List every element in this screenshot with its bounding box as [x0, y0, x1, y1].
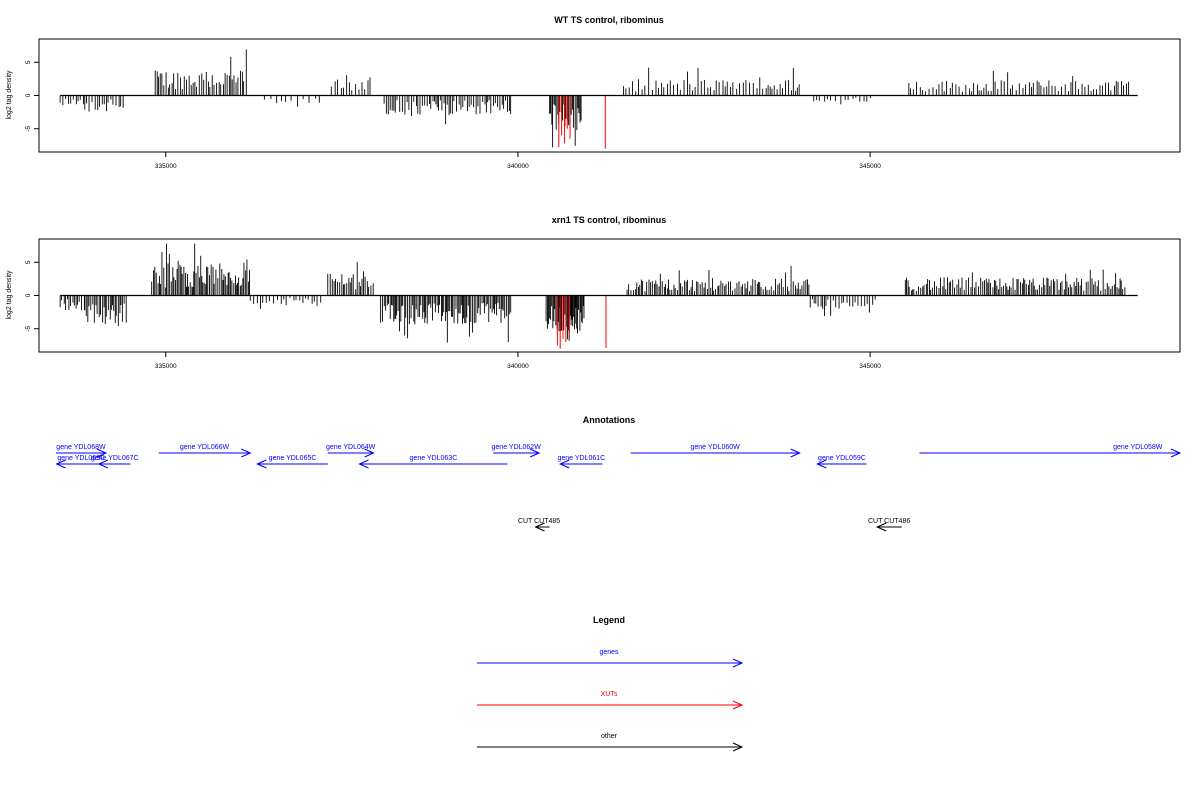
gene-label: gene YDL069C [57, 455, 105, 462]
legend-label: other [601, 733, 618, 740]
gene-label: gene YDL060W [690, 444, 740, 451]
arrow-head [816, 459, 827, 469]
gene-annotation: gene YDL068W [56, 444, 108, 458]
panel-wt-ts-control: WT TS control, ribominus log2 tag densit… [6, 15, 1181, 170]
arrow-head [529, 448, 541, 458]
gene-label: gene YDL061C [557, 455, 605, 462]
y-tick-label: -5 [25, 325, 32, 331]
arrow-head [875, 522, 887, 532]
signal-bars [59, 243, 1126, 343]
panel-xrn1-ts-control: xrn1 TS control, ribominus log2 tag dens… [6, 215, 1181, 370]
gene-label: gene YDL063C [410, 455, 458, 462]
gene-annotation: gene YDL064W [326, 444, 376, 458]
legend-item: genes [477, 649, 744, 668]
legend-label: XUTs [601, 691, 618, 698]
arrow-head [358, 459, 369, 469]
legend: Legend genes XUTs other [477, 615, 744, 752]
gene-label: gene YDL062W [492, 444, 542, 451]
arrow-head [558, 459, 570, 469]
gene-label: gene YDL065C [269, 455, 317, 462]
gene-annotation: gene YDL063C [358, 455, 508, 469]
gene-label: gene YDL059C [818, 455, 866, 462]
legend-label: genes [599, 649, 619, 656]
legend-item: XUTs [477, 691, 744, 710]
y-tick-label: -5 [25, 125, 32, 131]
arrow-head [55, 459, 66, 469]
gene-label: gene YDL064W [326, 444, 376, 451]
arrow-head [97, 459, 109, 469]
gene-label: gene YDL067C [91, 455, 139, 462]
gene-annotation: gene YDL058W [919, 444, 1182, 458]
gene-annotation: gene YDL060W [630, 444, 801, 458]
legend-item: other [477, 733, 744, 752]
axis-ticks: 335000 340000 345000 -5 0 5 [25, 60, 881, 170]
gene-label: gene YDL066W [180, 444, 230, 451]
x-tick-label: 335000 [155, 163, 177, 170]
arrow-head [241, 448, 252, 458]
arrow-head [364, 448, 375, 458]
arrow-head [534, 522, 545, 532]
other-label: CUT CUT485 [518, 518, 560, 525]
x-tick-label: 345000 [859, 363, 881, 370]
other-label: CUT CUT486 [868, 518, 910, 525]
gene-annotation: gene YDL059C [816, 455, 867, 469]
gene-label: gene YDL058W [1113, 444, 1163, 451]
other-annotation: CUT CUT486 [868, 518, 910, 532]
gene-annotation: gene YDL066W [158, 444, 252, 458]
x-tick-label: 340000 [507, 363, 529, 370]
y-axis-label: log2 tag density [6, 70, 13, 120]
other-annotation: CUT CUT485 [518, 518, 560, 532]
x-tick-label: 335000 [155, 363, 177, 370]
y-tick-label: 5 [25, 60, 32, 64]
arrow-head [1170, 448, 1182, 458]
arrow-head [256, 459, 267, 469]
arrow-head [732, 700, 744, 710]
panel-title: xrn1 TS control, ribominus [552, 215, 667, 225]
y-tick-label: 0 [25, 293, 32, 297]
legend-title: Legend [593, 615, 625, 625]
x-tick-label: 345000 [859, 163, 881, 170]
y-axis-label: log2 tag density [6, 270, 13, 320]
gene-annotation: gene YDL061C [557, 455, 605, 469]
x-tick-label: 340000 [507, 163, 529, 170]
y-tick-label: 5 [25, 260, 32, 264]
xut-peaks [556, 295, 607, 349]
axis-ticks: 335000 340000 345000 -5 0 5 [25, 260, 881, 370]
gene-annotation: gene YDL062W [492, 444, 542, 458]
signal-bars [59, 49, 1130, 148]
gene-annotation: gene YDL067C [91, 455, 139, 469]
gene-label: gene YDL068W [56, 444, 106, 451]
gene-annotation: gene YDL065C [256, 455, 328, 469]
panel-title: WT TS control, ribominus [554, 15, 664, 25]
y-tick-label: 0 [25, 93, 32, 97]
arrow-head [790, 448, 801, 458]
xut-peaks [558, 95, 606, 149]
arrow-head [96, 448, 108, 458]
annotations-title: Annotations [583, 415, 636, 425]
arrow-head [732, 658, 744, 668]
arrow-head [732, 742, 744, 752]
